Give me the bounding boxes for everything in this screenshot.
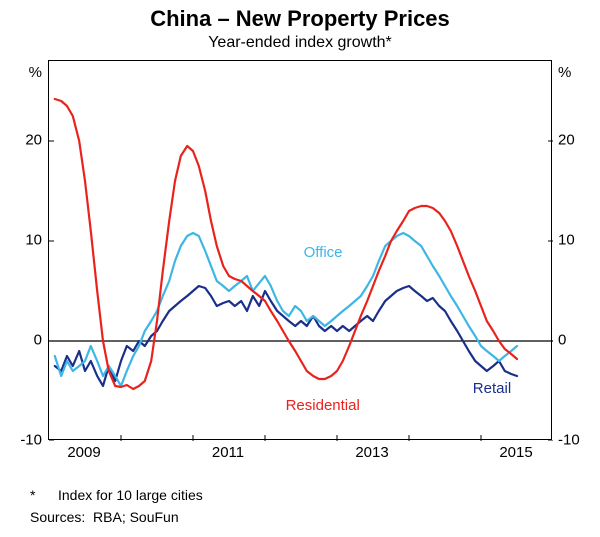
chart-area: % % ResidentialOfficeRetail-10-100010102… <box>48 60 552 440</box>
series-label-retail: Retail <box>473 380 511 397</box>
x-tick-label: 2009 <box>67 444 100 461</box>
series-label-residential: Residential <box>286 397 360 414</box>
y-tick-left: -10 <box>20 432 42 449</box>
series-label-office: Office <box>304 244 343 261</box>
y-tick-right: -10 <box>558 432 580 449</box>
y-tick-left: 20 <box>25 132 42 149</box>
sources-label: Sources: <box>30 509 85 525</box>
x-tick-label: 2015 <box>499 444 532 461</box>
footnote-marker: * <box>30 487 58 503</box>
y-unit-right: % <box>558 64 571 81</box>
y-tick-right: 20 <box>558 132 575 149</box>
x-tick-label: 2011 <box>212 444 244 461</box>
footnote: *Index for 10 large cities <box>30 487 203 503</box>
sources-text: RBA; SouFun <box>93 509 179 525</box>
chart-subtitle: Year-ended index growth* <box>0 32 600 52</box>
y-unit-left: % <box>29 64 42 81</box>
sources: Sources: RBA; SouFun <box>30 509 179 525</box>
y-tick-left: 0 <box>34 332 42 349</box>
y-tick-left: 10 <box>25 232 42 249</box>
chart-title: China – New Property Prices <box>0 0 600 32</box>
y-tick-right: 0 <box>558 332 566 349</box>
x-tick-label: 2013 <box>355 444 388 461</box>
footnote-text: Index for 10 large cities <box>58 487 203 503</box>
y-tick-right: 10 <box>558 232 575 249</box>
